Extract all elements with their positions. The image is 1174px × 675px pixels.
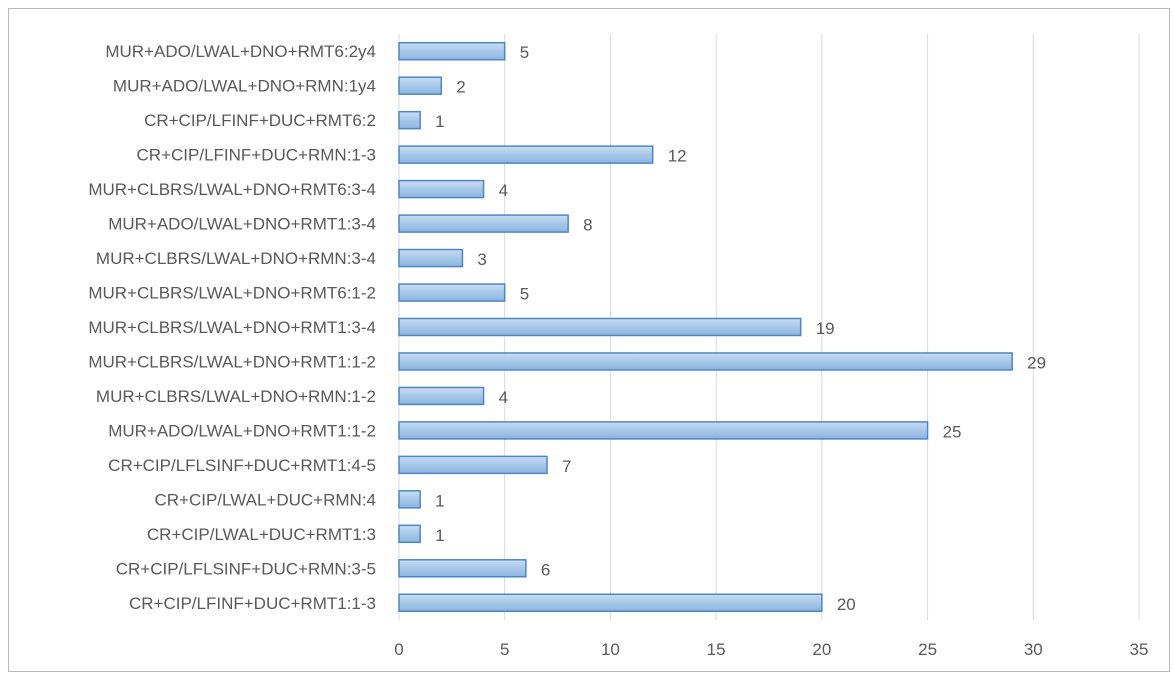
x-axis-tick-labels: 0 5 10 15 20 25 30 35 bbox=[394, 640, 1148, 659]
category-label: MUR+CLBRS/LWAL+DNO+RMN:1-2 bbox=[96, 387, 376, 406]
x-tick-label: 10 bbox=[601, 640, 620, 659]
data-label: 4 bbox=[499, 388, 508, 407]
category-label: MUR+CLBRS/LWAL+DNO+RMT6:3-4 bbox=[88, 180, 376, 199]
bar bbox=[398, 455, 548, 475]
data-label: 1 bbox=[435, 526, 444, 545]
x-tick-label: 15 bbox=[707, 640, 726, 659]
category-label: CR+CIP/LWAL+DUC+RMT1:3 bbox=[147, 525, 376, 544]
bar bbox=[398, 214, 569, 233]
data-label: 20 bbox=[837, 595, 856, 614]
data-label: 12 bbox=[668, 147, 687, 166]
chart-frame bbox=[8, 8, 1170, 672]
category-label: MUR+ADO/LWAL+DNO+RMN:1y4 bbox=[113, 77, 376, 96]
category-label: CR+CIP/LFLSINF+DUC+RMT1:4-5 bbox=[108, 456, 376, 475]
data-label: 5 bbox=[520, 285, 529, 304]
category-label: MUR+CLBRS/LWAL+DNO+RMN:3-4 bbox=[96, 249, 376, 268]
x-tick-label: 20 bbox=[812, 640, 831, 659]
category-label: CR+CIP/LFLSINF+DUC+RMN:3-5 bbox=[116, 559, 376, 578]
bar bbox=[398, 524, 421, 544]
category-label: MUR+ADO/LWAL+DNO+RMT1:3-4 bbox=[108, 215, 376, 234]
data-label: 2 bbox=[456, 78, 465, 97]
x-tick-label: 30 bbox=[1024, 640, 1043, 659]
bars bbox=[398, 41, 1013, 613]
bar bbox=[398, 386, 485, 406]
bar bbox=[398, 421, 929, 440]
bar bbox=[398, 41, 506, 61]
bar bbox=[398, 317, 802, 337]
gridlines bbox=[398, 34, 1140, 620]
x-tick-label: 35 bbox=[1130, 640, 1149, 659]
category-label: MUR+CLBRS/LWAL+DNO+RMT1:1-2 bbox=[88, 352, 376, 371]
x-tick-label: 25 bbox=[918, 640, 937, 659]
data-label: 4 bbox=[499, 181, 508, 200]
category-label: MUR+CLBRS/LWAL+DNO+RMT1:3-4 bbox=[88, 318, 376, 337]
bar bbox=[398, 283, 506, 302]
category-label: MUR+ADO/LWAL+DNO+RMT6:2y4 bbox=[105, 42, 376, 61]
bar bbox=[398, 76, 443, 95]
category-label: CR+CIP/LFINF+DUC+RMT1:1-3 bbox=[129, 594, 376, 613]
data-label: 1 bbox=[435, 491, 444, 510]
x-tick-label: 0 bbox=[394, 640, 403, 659]
category-label: MUR+ADO/LWAL+DNO+RMT1:1-2 bbox=[108, 421, 376, 440]
data-label: 6 bbox=[541, 560, 550, 579]
data-label: 3 bbox=[477, 250, 486, 269]
data-label: 1 bbox=[435, 112, 444, 131]
category-labels: MUR+ADO/LWAL+DNO+RMT6:2y4 MUR+ADO/LWAL+DN… bbox=[88, 42, 376, 613]
bar bbox=[398, 145, 654, 164]
category-label: CR+CIP/LFINF+DUC+RMT6:2 bbox=[144, 111, 376, 130]
bar bbox=[398, 490, 421, 509]
x-tick-label: 5 bbox=[500, 640, 509, 659]
bar bbox=[398, 110, 421, 130]
data-label: 19 bbox=[816, 319, 835, 338]
bar bbox=[398, 179, 485, 199]
data-label: 5 bbox=[520, 43, 529, 62]
bar bbox=[398, 559, 527, 578]
category-label: CR+CIP/LWAL+DUC+RMN:4 bbox=[154, 490, 376, 509]
data-label: 7 bbox=[562, 457, 571, 476]
data-label: 8 bbox=[583, 216, 592, 235]
bar bbox=[398, 248, 464, 268]
data-label: 25 bbox=[943, 422, 962, 441]
bar bbox=[398, 593, 823, 613]
category-label: CR+CIP/LFINF+DUC+RMN:1-3 bbox=[137, 146, 376, 165]
data-label: 29 bbox=[1027, 353, 1046, 372]
bar bbox=[398, 352, 1013, 371]
category-label: MUR+CLBRS/LWAL+DNO+RMT6:1-2 bbox=[88, 284, 376, 303]
